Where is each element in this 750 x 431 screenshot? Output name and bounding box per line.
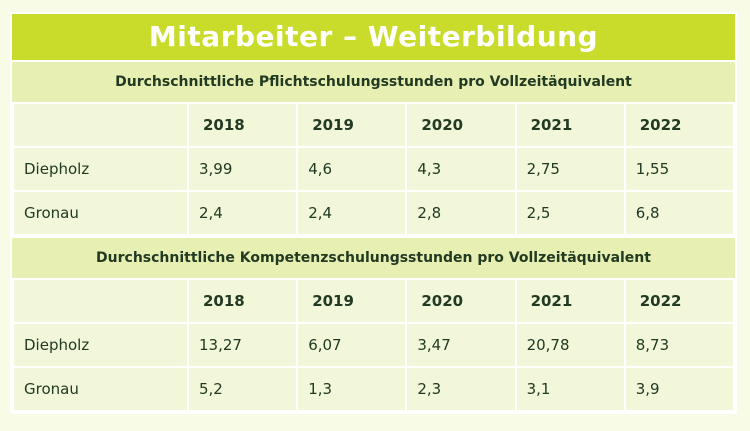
year-header: 2018 — [186, 278, 299, 324]
table-cell: 2,5 — [514, 190, 626, 236]
table-competence-training: 2018 2019 2020 2021 2022 Diepholz 13,27 … — [12, 278, 736, 412]
year-header: 2021 — [514, 102, 626, 148]
table-cell: 1,3 — [296, 366, 408, 412]
table-cell: 2,4 — [296, 190, 408, 236]
section-heading-mandatory: Durchschnittliche Pflichtschulungsstunde… — [12, 60, 735, 102]
header-empty-cell — [12, 278, 189, 324]
year-header: 2019 — [296, 102, 408, 148]
table-row: Diepholz 3,99 4,6 4,3 2,75 1,55 — [12, 146, 736, 192]
table-cell: 20,78 — [514, 322, 626, 368]
table-cell: 2,4 — [186, 190, 299, 236]
year-header: 2020 — [405, 278, 517, 324]
table-cell: 6,07 — [296, 322, 408, 368]
table-cell: 3,99 — [186, 146, 299, 192]
table-cell: 3,9 — [623, 366, 736, 412]
table-cell: 2,75 — [514, 146, 626, 192]
year-header: 2020 — [405, 102, 517, 148]
table-cell: 13,27 — [186, 322, 299, 368]
training-table-card: Mitarbeiter – Weiterbildung Durchschnitt… — [10, 12, 737, 414]
year-header: 2022 — [623, 102, 736, 148]
table-cell: 5,2 — [186, 366, 299, 412]
row-label: Diepholz — [12, 146, 189, 192]
table-row: Diepholz 13,27 6,07 3,47 20,78 8,73 — [12, 322, 736, 368]
table-cell: 1,55 — [623, 146, 736, 192]
table-cell: 8,73 — [623, 322, 736, 368]
table-cell: 4,3 — [405, 146, 517, 192]
row-label: Gronau — [12, 190, 189, 236]
table-cell: 2,3 — [405, 366, 517, 412]
table-cell: 2,8 — [405, 190, 517, 236]
page-title: Mitarbeiter – Weiterbildung — [12, 14, 735, 60]
table-header-row: 2018 2019 2020 2021 2022 — [12, 278, 736, 324]
year-header: 2022 — [623, 278, 736, 324]
table-cell: 3,1 — [514, 366, 626, 412]
year-header: 2018 — [186, 102, 299, 148]
year-header: 2021 — [514, 278, 626, 324]
table-mandatory-training: 2018 2019 2020 2021 2022 Diepholz 3,99 4… — [12, 102, 736, 236]
table-row: Gronau 5,2 1,3 2,3 3,1 3,9 — [12, 366, 736, 412]
table-cell: 4,6 — [296, 146, 408, 192]
section-heading-competence: Durchschnittliche Kompetenzschulungsstun… — [12, 236, 735, 278]
row-label: Diepholz — [12, 322, 189, 368]
table-cell: 3,47 — [405, 322, 517, 368]
row-label: Gronau — [12, 366, 189, 412]
table-header-row: 2018 2019 2020 2021 2022 — [12, 102, 736, 148]
year-header: 2019 — [296, 278, 408, 324]
header-empty-cell — [12, 102, 189, 148]
table-row: Gronau 2,4 2,4 2,8 2,5 6,8 — [12, 190, 736, 236]
table-cell: 6,8 — [623, 190, 736, 236]
